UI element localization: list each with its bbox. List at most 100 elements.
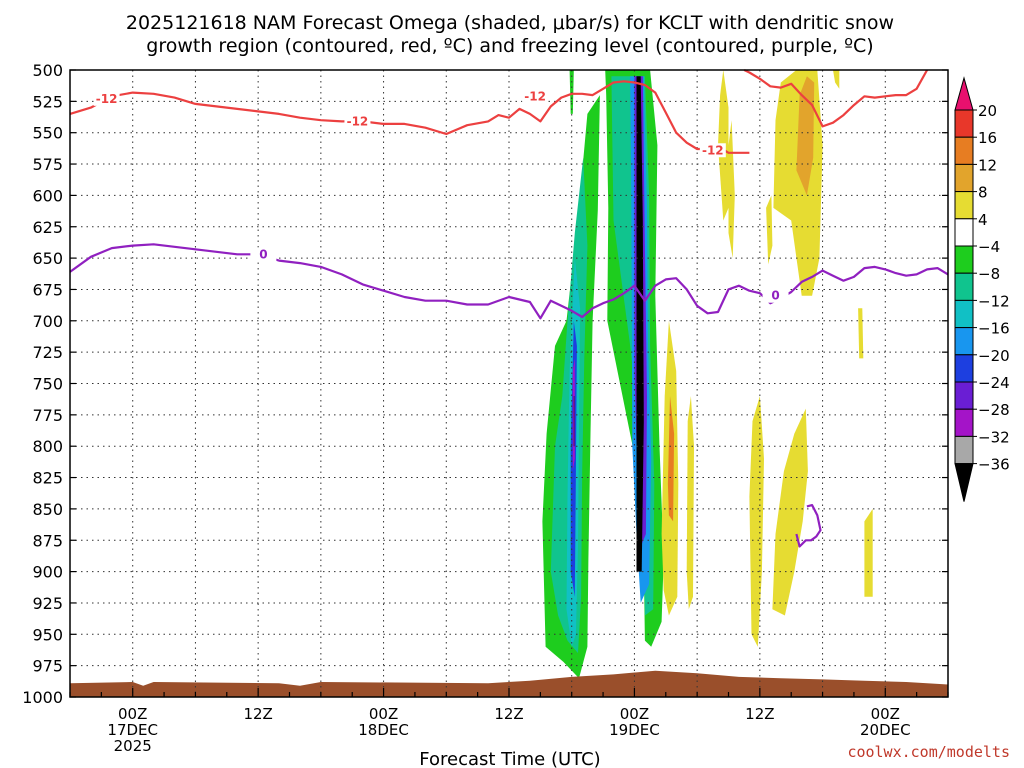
y-tick-label: 950: [32, 625, 63, 644]
y-tick-label: 900: [32, 563, 63, 582]
x-tick-label: 12Z: [745, 705, 774, 723]
colorbar-segment: [954, 299, 974, 329]
y-tick-label: 725: [32, 343, 63, 362]
grid-lines: [70, 70, 948, 697]
omega-sink-j-gt-4: [858, 308, 864, 359]
contour-line-1: [743, 69, 929, 128]
contour-label-bg: [762, 288, 789, 303]
colorbar-segment: [954, 191, 974, 220]
x-tick-label: 19DEC: [609, 721, 660, 739]
omega-sink-k-gt-4: [833, 70, 840, 89]
x-tick-label: 2025: [114, 737, 152, 755]
colorbar-tick-label: 8: [978, 184, 988, 202]
colorbar-tick-label: −4: [978, 238, 1000, 256]
chart-title-line-2: growth region (contoured, red, ºC) and f…: [146, 35, 873, 57]
colorbar-tick-label: 16: [978, 129, 997, 147]
omega-sink-c-gt-4: [749, 396, 764, 647]
contour-label: 0: [771, 289, 779, 303]
colorbar-tick-label: 20: [978, 102, 997, 120]
contour-label-bg: [250, 247, 277, 262]
contour-line-3: [795, 504, 822, 548]
omega-sink-i-gt-4: [864, 508, 873, 597]
omega-band-1-core-max: [573, 396, 575, 447]
colorbar-segment: [954, 109, 974, 138]
x-tick-label: 18DEC: [358, 721, 409, 739]
colorbar-tick-label: −24: [978, 374, 1010, 392]
terrain-fill: [70, 670, 948, 697]
colorbar-tick-label: 12: [978, 156, 997, 174]
omega-sink-e-gt-4: [728, 120, 735, 259]
colorbar-segment: [954, 408, 974, 437]
y-tick-label: 800: [32, 437, 63, 456]
x-tick-label: 12Z: [494, 705, 523, 723]
y-tick-label: 675: [32, 280, 63, 299]
contour-line-0: [69, 80, 750, 154]
y-tick-label: 625: [32, 218, 63, 237]
y-tick-label: 750: [32, 375, 63, 394]
colorbar-bottom-arrow: [954, 463, 974, 502]
omega-sink-f-gt-4: [773, 70, 823, 296]
colorbar-segment: [954, 327, 974, 356]
terrain-band: [70, 670, 948, 697]
y-tick-label: 500: [32, 61, 63, 80]
chart-title-line-1: 2025121618 NAM Forecast Omega (shaded, μ…: [126, 12, 894, 34]
omega-sink-h-gt-4: [766, 195, 773, 265]
colorbar-top-arrow: [954, 76, 974, 111]
y-tick-label: 575: [32, 155, 63, 174]
contour-label-bg: [93, 91, 120, 106]
x-axis-label: Forecast Time (UTC): [419, 749, 600, 768]
y-tick-label: 975: [32, 657, 63, 676]
y-tick-label: 650: [32, 249, 63, 268]
omega-sink-a-gt-12: [667, 396, 675, 522]
omega-sink-f-gt-8: [796, 76, 815, 196]
omega-colorbar: 20 16 12 8 4 −4 −8 −12 −16 −20 −24 −28 −32 −36: [954, 76, 1010, 502]
colorbar-tick-label: −12: [978, 292, 1010, 310]
y-tick-label: 550: [32, 124, 63, 143]
colorbar-segment: [954, 272, 974, 301]
contour-lines: -12 -12 -12 -12 0 0: [69, 69, 949, 548]
omega-band-2-core: [636, 76, 644, 572]
colorbar-tick-label: −8: [978, 265, 1000, 283]
contour-label: -12: [524, 89, 546, 103]
omega-sink-g-gt-4: [772, 408, 808, 616]
colorbar-segment: [954, 163, 974, 193]
y-axis-tick-labels: 500 525 550 575 600 625 650 675 700 725 750 775 800 8…: [22, 61, 948, 707]
colorbar-tick-label: −36: [978, 456, 1010, 474]
contour-label-bg: [344, 114, 371, 129]
contour-label: -12: [702, 143, 724, 157]
x-tick-label: 00Z: [369, 705, 398, 723]
x-tick-label: 00Z: [871, 705, 900, 723]
y-tick-label: 700: [32, 312, 63, 331]
colorbar-segment: [954, 381, 974, 410]
y-tick-label: 600: [32, 186, 63, 205]
contour-label-bg: [522, 89, 549, 104]
colorbar-segment: [954, 136, 974, 165]
contour-line-2: [69, 243, 949, 320]
y-tick-label: 1000: [22, 688, 63, 707]
x-tick-label: 17DEC: [107, 721, 158, 739]
y-tick-label: 875: [32, 531, 63, 550]
y-tick-label: 925: [32, 594, 63, 613]
omega-shaded-field: [542, 70, 873, 679]
y-tick-label: 825: [32, 469, 63, 488]
contour-label: -12: [96, 92, 118, 106]
colorbar-tick-label: −32: [978, 428, 1010, 446]
colorbar-segment: [954, 218, 974, 247]
contour-label-bg: [699, 143, 726, 158]
x-tick-label: 00Z: [118, 705, 147, 723]
colorbar-tick-label: −20: [978, 347, 1010, 365]
x-tick-label: 20DEC: [860, 721, 911, 739]
colorbar-tick-label: −28: [978, 401, 1010, 419]
omega-cell-upper-lt-4: [569, 70, 574, 114]
contour-label: 0: [259, 247, 267, 261]
omega-sink-b-gt-4: [686, 396, 694, 610]
colorbar-tick-label: −16: [978, 320, 1010, 338]
credit-text: coolwx.com/modelts: [847, 743, 1010, 761]
colorbar-tick-label: 4: [978, 211, 988, 229]
contour-label: -12: [347, 114, 369, 128]
colorbar-segment: [954, 435, 974, 465]
x-tick-label: 12Z: [243, 705, 272, 723]
colorbar-segment: [954, 245, 974, 274]
